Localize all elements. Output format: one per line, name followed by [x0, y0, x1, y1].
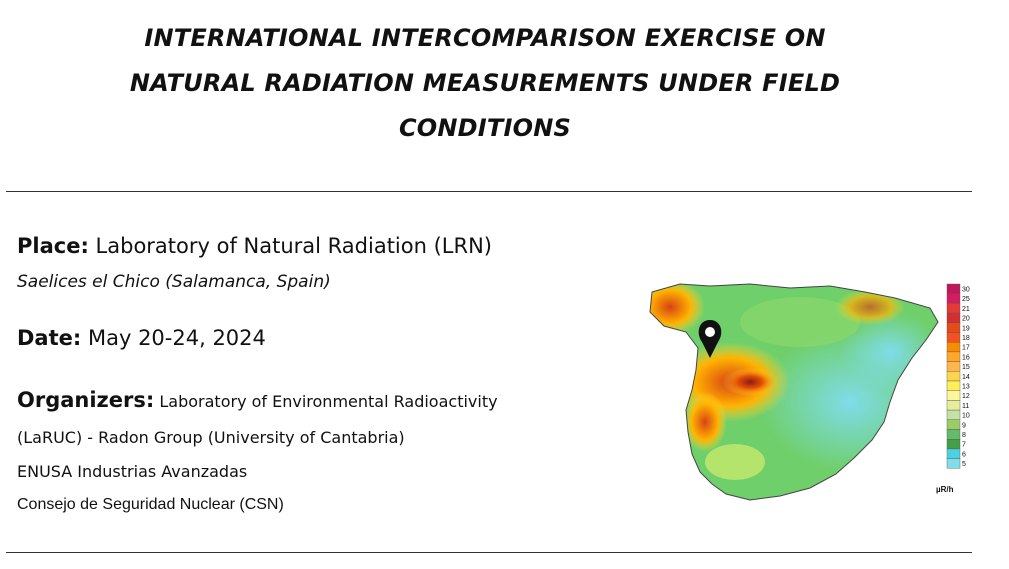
- legend-label: 5: [962, 461, 966, 468]
- title-line-1: INTERNATIONAL INTERCOMPARISON EXERCISE O…: [144, 24, 826, 52]
- legend-label: 25: [962, 296, 970, 303]
- legend-label: 8: [962, 432, 966, 439]
- legend-swatch: [946, 429, 961, 440]
- organizers-label: Organizers:: [17, 388, 155, 412]
- legend-label: 30: [962, 287, 970, 294]
- legend-swatch: [946, 438, 961, 450]
- legend-label: 17: [962, 345, 970, 352]
- legend-swatch: [946, 390, 961, 401]
- map-fill: [650, 284, 938, 500]
- date-line: Date: May 20-24, 2024: [17, 326, 266, 350]
- legend-swatch: [946, 371, 961, 382]
- legend-swatch: [946, 312, 961, 323]
- legend-swatch: [946, 332, 961, 343]
- legend-label: 11: [962, 403, 969, 410]
- legend-swatch: [946, 400, 961, 411]
- organizer-2: ENUSA Industrias Avanzadas: [17, 462, 248, 481]
- page-title: INTERNATIONAL INTERCOMPARISON EXERCISE O…: [60, 16, 910, 151]
- legend-swatch: [946, 303, 961, 314]
- legend-label: 20: [962, 316, 970, 323]
- radiation-map: 30 25 21 20 19 18 17 16 15 14 13 12 11 10 9 8 7 6 5 µR/h: [649, 283, 970, 501]
- legend-swatch: [946, 322, 961, 333]
- date-value: May 20-24, 2024: [87, 326, 266, 350]
- place-location: Saelices el Chico (Salamanca, Spain): [17, 272, 331, 292]
- legend-swatch: [946, 458, 961, 469]
- location-pin-icon: [698, 320, 722, 358]
- legend-label: 19: [962, 325, 970, 332]
- map-legend: 30 25 21 20 19 18 17 16 15 14 13 12 11 10 9 8 7 6 5: [946, 283, 970, 469]
- legend-label: 12: [962, 393, 970, 400]
- organizer-3: Consejo de Seguridad Nuclear (CSN): [17, 496, 284, 513]
- legend-label: 18: [962, 335, 970, 342]
- legend-swatch: [946, 419, 961, 430]
- legend-label: 6: [962, 451, 966, 458]
- legend-unit: µR/h: [936, 485, 954, 494]
- bottom-divider: [6, 552, 972, 553]
- legend-swatch: [946, 380, 961, 391]
- organizer-1-cont: (LaRUC) - Radon Group (University of Can…: [17, 428, 405, 447]
- place-line: Place: Laboratory of Natural Radiation (…: [17, 234, 492, 258]
- legend-swatch: [946, 283, 961, 294]
- legend-swatch: [946, 361, 961, 372]
- map-outline: [649, 283, 939, 501]
- legend-label: 10: [962, 413, 970, 420]
- legend-label: 15: [962, 364, 970, 371]
- place-value: Laboratory of Natural Radiation (LRN): [95, 234, 492, 258]
- legend-label: 13: [962, 384, 970, 391]
- organizers-line-1: Organizers: Laboratory of Environmental …: [17, 388, 498, 412]
- legend-swatch: [946, 293, 961, 304]
- legend-swatch: [946, 351, 961, 362]
- legend-label: 16: [962, 354, 970, 361]
- title-line-2: NATURAL RADIATION MEASUREMENTS UNDER FIE…: [129, 69, 841, 97]
- legend-swatch: [946, 448, 961, 459]
- legend-swatch: [946, 409, 961, 421]
- title-line-3: CONDITIONS: [398, 114, 572, 142]
- legend-swatch: [946, 341, 961, 353]
- organizer-1: Laboratory of Environmental Radioactivit…: [159, 392, 498, 411]
- legend-label: 21: [962, 306, 970, 313]
- date-label: Date:: [17, 326, 82, 350]
- top-divider: [6, 191, 972, 192]
- legend-label: 9: [962, 422, 966, 429]
- legend-label: 7: [962, 442, 966, 449]
- place-label: Place:: [17, 234, 89, 258]
- legend-label: 14: [962, 374, 970, 381]
